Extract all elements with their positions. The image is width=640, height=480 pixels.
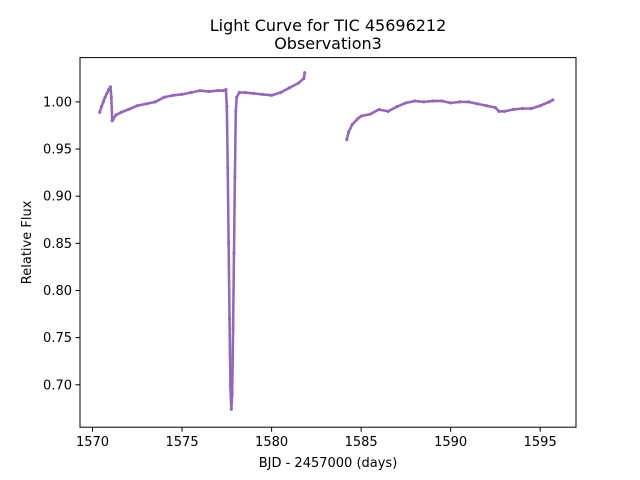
x-tick-label: 1575 [166,435,199,450]
data-point [551,98,555,102]
y-tick-label: 0.80 [43,284,72,299]
plot-frame [79,57,577,428]
y-tick-label: 0.95 [43,143,72,158]
y-axis-label: Relative Flux [20,200,35,284]
data-points [98,71,555,411]
x-tick-label: 1595 [524,435,557,450]
x-tick-label: 1585 [345,435,378,450]
chart-subtitle: Observation3 [274,34,382,53]
x-axis-ticks: 1570 1575 1580 1585 1590 1595 [76,427,557,450]
x-tick-label: 1590 [434,435,467,450]
y-tick-label: 1.00 [43,95,72,110]
y-tick-label: 0.75 [43,331,72,346]
data-point [303,71,307,75]
x-tick-label: 1570 [76,435,109,450]
y-tick-label: 0.90 [43,190,72,205]
x-axis-label: BJD - 2457000 (days) [259,456,398,471]
chart-title: Light Curve for TIC 45696212 [210,16,447,35]
x-tick-label: 1580 [255,435,288,450]
y-tick-label: 0.85 [43,237,72,252]
y-axis-ticks: 0.70 0.75 0.80 0.85 0.90 0.95 1.00 [43,95,80,393]
y-tick-label: 0.70 [43,378,72,393]
